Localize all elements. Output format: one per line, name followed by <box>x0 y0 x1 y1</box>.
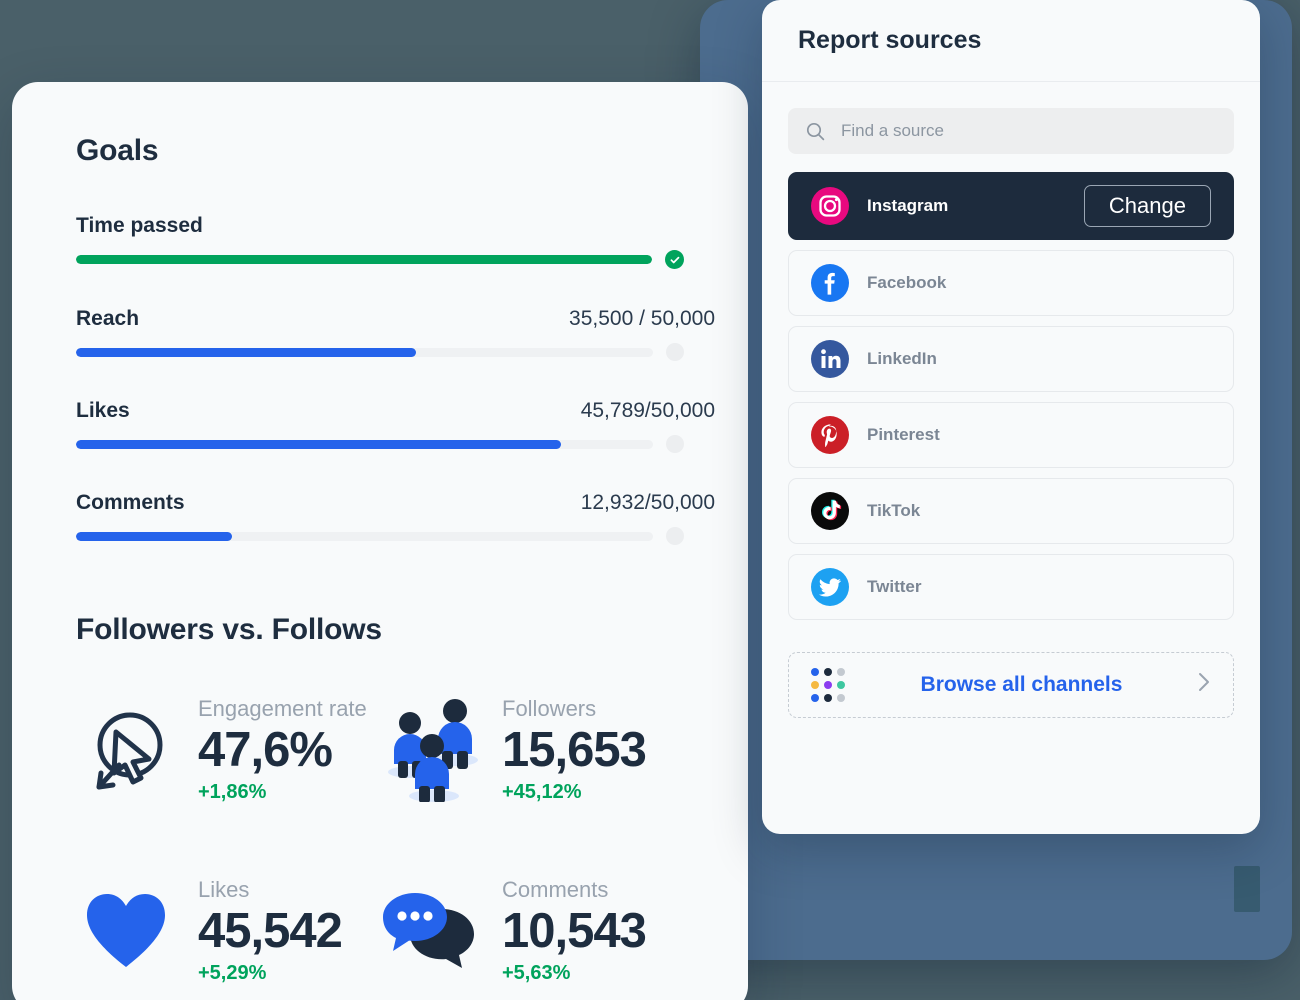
goal-progress-track <box>76 531 653 541</box>
twitter-icon <box>811 568 849 606</box>
goal-row: Time passed <box>76 214 684 269</box>
metric-card: Followers 15,653 +45,12% <box>380 695 684 804</box>
cursor-click-icon <box>76 698 176 802</box>
people-group-icon <box>380 698 480 802</box>
source-name: Instagram <box>867 196 949 215</box>
chat-bubbles-icon <box>380 879 480 983</box>
metrics-grid: Engagement rate 47,6% +1,86% <box>76 695 684 985</box>
goal-progress-fill <box>76 255 652 264</box>
tiktok-icon <box>811 492 849 530</box>
report-sources-panel: Report sources <box>762 0 1260 834</box>
goal-value: 12,932/50,000 <box>580 491 715 514</box>
metric-label: Likes <box>198 877 250 903</box>
source-search[interactable] <box>788 108 1234 154</box>
metric-card: Likes 45,542 +5,29% <box>76 876 380 985</box>
chevron-right-icon <box>1198 672 1211 698</box>
browse-all-channels-button[interactable]: Browse all channels <box>788 652 1234 718</box>
goal-label: Likes <box>76 399 130 422</box>
check-circle-icon <box>665 250 684 269</box>
decor-notch <box>1234 866 1260 912</box>
metric-value: 45,542 <box>198 904 343 959</box>
instagram-icon <box>811 187 849 225</box>
goal-label: Comments <box>76 491 185 514</box>
metrics-title: Followers vs. Follows <box>76 613 382 646</box>
source-row-instagram[interactable]: Instagram Change <box>788 172 1234 240</box>
metric-label: Followers <box>502 696 597 721</box>
goal-progress-fill <box>76 531 232 541</box>
empty-dot-icon <box>666 527 684 545</box>
goal-progress-track <box>76 347 653 357</box>
metric-value: 15,653 <box>502 723 647 778</box>
metric-delta: +5,29% <box>198 962 267 985</box>
search-input[interactable] <box>841 121 1216 141</box>
empty-dot-icon <box>666 435 684 453</box>
metric-delta: +45,12% <box>502 781 582 804</box>
metric-delta: +1,86% <box>198 781 267 804</box>
source-row-pinterest[interactable]: Pinterest <box>788 402 1234 468</box>
panel-header: Report sources <box>762 0 1260 82</box>
goal-value: 35,500 / 50,000 <box>569 307 715 330</box>
metric-delta: +5,63% <box>502 962 571 985</box>
heart-icon <box>76 879 176 983</box>
pinterest-icon <box>811 416 849 454</box>
search-icon <box>806 122 825 141</box>
goals-list: Time passed Reach 35,500 / 50,000 <box>76 214 715 545</box>
goal-progress-track <box>76 439 653 449</box>
metric-value: 10,543 <box>502 904 647 959</box>
metric-card: Comments 10,543 +5,63% <box>380 876 684 985</box>
change-source-button[interactable]: Change <box>1083 185 1211 227</box>
source-name: Twitter <box>867 577 922 596</box>
goal-progress-track <box>76 255 652 264</box>
panel-title: Report sources <box>798 26 982 54</box>
metric-value: 47,6% <box>198 723 333 778</box>
source-row-linkedin[interactable]: LinkedIn <box>788 326 1234 392</box>
source-row-twitter[interactable]: Twitter <box>788 554 1234 620</box>
goal-progress-fill <box>76 439 561 449</box>
source-name: Pinterest <box>867 425 940 444</box>
linkedin-icon <box>811 340 849 378</box>
goal-value: 45,789/50,000 <box>580 399 715 422</box>
facebook-icon <box>811 264 849 302</box>
browse-all-channels-label: Browse all channels <box>920 673 1123 696</box>
source-row-tiktok[interactable]: TikTok <box>788 478 1234 544</box>
analytics-card: Goals Time passed <box>12 82 748 1000</box>
goal-row: Comments 12,932/50,000 <box>76 491 715 545</box>
source-name: LinkedIn <box>867 349 937 368</box>
goal-progress-fill <box>76 347 417 357</box>
goal-row: Reach 35,500 / 50,000 <box>76 307 715 361</box>
source-name: Facebook <box>867 273 947 292</box>
goal-row: Likes 45,789/50,000 <box>76 399 715 453</box>
metric-card: Engagement rate 47,6% +1,86% <box>76 695 380 804</box>
sources-list: Instagram Change Facebook <box>788 172 1234 620</box>
metric-label: Engagement rate <box>198 696 367 721</box>
goal-label: Reach <box>76 307 140 330</box>
metric-label: Comments <box>502 877 609 903</box>
color-dots-icon <box>811 668 845 702</box>
goals-title: Goals <box>76 134 159 167</box>
empty-dot-icon <box>666 343 684 361</box>
goal-label: Time passed <box>76 214 203 237</box>
source-row-facebook[interactable]: Facebook <box>788 250 1234 316</box>
source-name: TikTok <box>867 501 921 520</box>
